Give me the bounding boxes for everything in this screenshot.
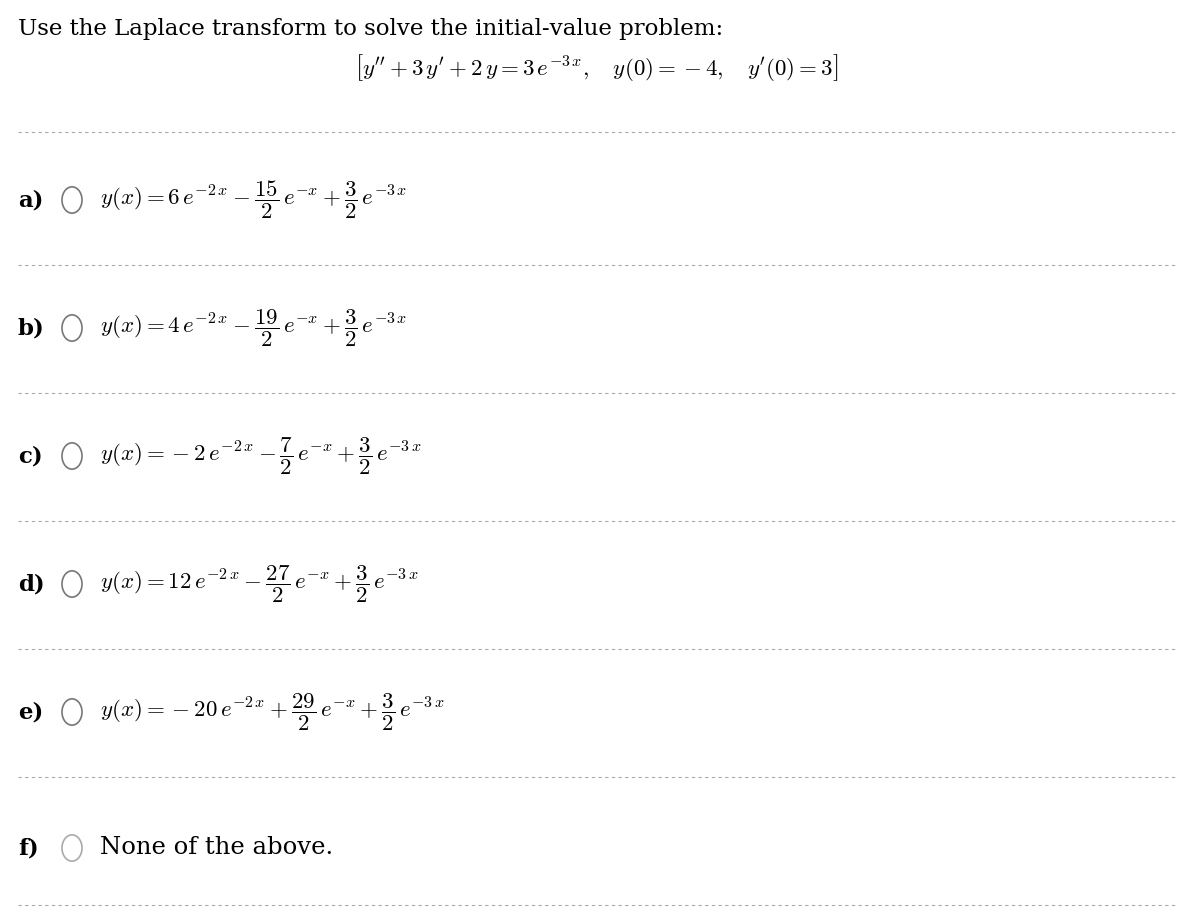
Text: $y(x) = 6\,e^{-2\,x} - \dfrac{15}{2}\,e^{-x} + \dfrac{3}{2}\,e^{-3\,x}$: $y(x) = 6\,e^{-2\,x} - \dfrac{15}{2}\,e^… bbox=[100, 179, 407, 221]
Text: None of the above.: None of the above. bbox=[100, 836, 333, 860]
Text: a): a) bbox=[18, 189, 43, 211]
Text: $y(x) = -20\,e^{-2\,x} + \dfrac{29}{2}\,e^{-x} + \dfrac{3}{2}\,e^{-3\,x}$: $y(x) = -20\,e^{-2\,x} + \dfrac{29}{2}\,… bbox=[100, 691, 444, 733]
Text: f): f) bbox=[18, 837, 38, 859]
Text: c): c) bbox=[18, 445, 43, 467]
Text: Use the Laplace transform to solve the initial-value problem:: Use the Laplace transform to solve the i… bbox=[18, 18, 724, 40]
Text: $y(x) = 12\,e^{-2\,x} - \dfrac{27}{2}\,e^{-x} + \dfrac{3}{2}\,e^{-3\,x}$: $y(x) = 12\,e^{-2\,x} - \dfrac{27}{2}\,e… bbox=[100, 564, 419, 605]
Text: $y(x) = -2\,e^{-2\,x} - \dfrac{7}{2}\,e^{-x} + \dfrac{3}{2}\,e^{-3\,x}$: $y(x) = -2\,e^{-2\,x} - \dfrac{7}{2}\,e^… bbox=[100, 436, 421, 477]
Text: b): b) bbox=[18, 317, 44, 339]
Text: e): e) bbox=[18, 701, 43, 723]
Text: $y(x) = 4\,e^{-2\,x} - \dfrac{19}{2}\,e^{-x} + \dfrac{3}{2}\,e^{-3\,x}$: $y(x) = 4\,e^{-2\,x} - \dfrac{19}{2}\,e^… bbox=[100, 308, 407, 349]
Text: d): d) bbox=[18, 573, 44, 595]
Text: $\left[y^{\prime\prime} + 3\,y^{\prime} + 2\,y = 3\,e^{-3\,x},\quad y(0) = -4,\q: $\left[y^{\prime\prime} + 3\,y^{\prime} … bbox=[356, 52, 838, 83]
